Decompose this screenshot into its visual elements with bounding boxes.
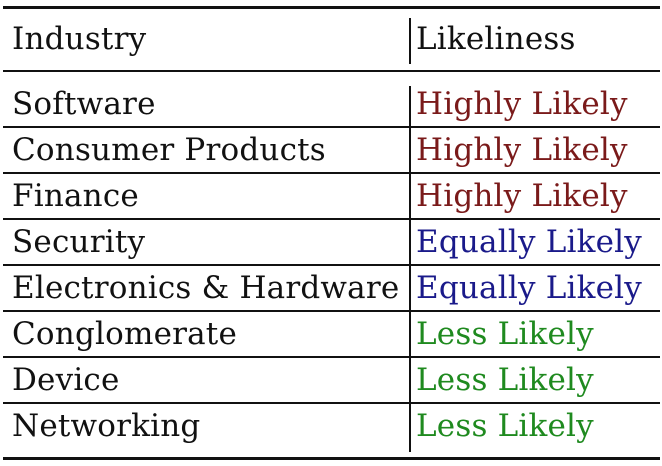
header-industry: Industry <box>12 21 147 57</box>
likeliness-cell: Highly Likely <box>416 86 628 122</box>
likeliness-cell: Highly Likely <box>416 178 628 214</box>
table-bottom-rule <box>3 457 660 460</box>
likeliness-cell: Equally Likely <box>416 224 642 260</box>
header-column-divider <box>409 18 411 64</box>
row-separator <box>3 126 660 128</box>
row-separator <box>3 172 660 174</box>
header-rule <box>3 70 660 72</box>
header-likeliness: Likeliness <box>416 21 576 57</box>
row-separator <box>3 310 660 312</box>
row-separator <box>3 218 660 220</box>
industry-cell: Device <box>12 362 120 398</box>
industry-cell: Electronics & Hardware <box>12 270 400 306</box>
body-column-divider <box>409 86 411 452</box>
row-separator <box>3 402 660 404</box>
likeliness-cell: Less Likely <box>416 362 594 398</box>
row-separator <box>3 356 660 358</box>
row-separator <box>3 264 660 266</box>
industry-cell: Finance <box>12 178 139 214</box>
table-top-rule <box>3 6 660 9</box>
likeliness-cell: Highly Likely <box>416 132 628 168</box>
industry-likeliness-table: Industry Likeliness Software Highly Likel… <box>3 0 660 466</box>
industry-cell: Software <box>12 86 156 122</box>
industry-cell: Networking <box>12 408 201 444</box>
industry-cell: Conglomerate <box>12 316 238 352</box>
likeliness-cell: Equally Likely <box>416 270 642 306</box>
industry-cell: Consumer Products <box>12 132 326 168</box>
industry-cell: Security <box>12 224 146 260</box>
likeliness-cell: Less Likely <box>416 408 594 444</box>
likeliness-cell: Less Likely <box>416 316 594 352</box>
